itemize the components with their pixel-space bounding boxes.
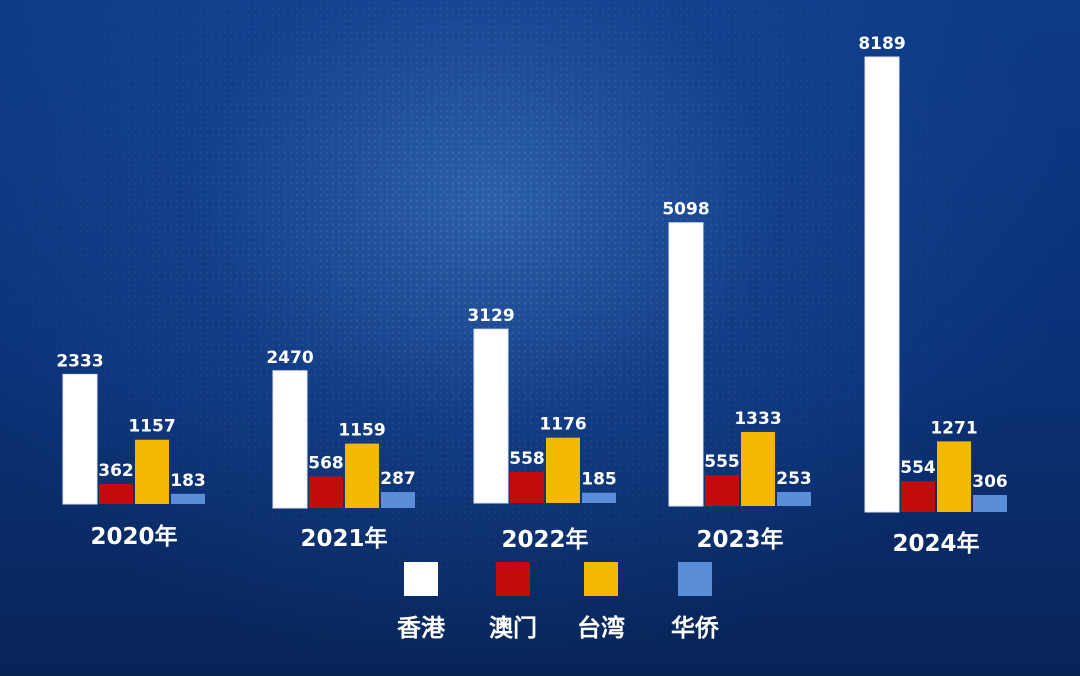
data-label-台湾-2021年: 1159: [338, 421, 385, 441]
bar-澳门-2022年: [510, 471, 544, 503]
data-label-澳门-2023年: 555: [704, 452, 740, 472]
bar-台湾-2022年: [546, 437, 580, 503]
data-label-香港-2020年: 2333: [56, 351, 103, 371]
data-label-台湾-2023年: 1333: [734, 409, 781, 429]
legend-label-台湾: 台湾: [577, 614, 625, 642]
data-label-香港-2021年: 2470: [266, 348, 313, 368]
data-label-香港-2024年: 8189: [858, 34, 905, 54]
bar-香港-2024年: [864, 56, 900, 513]
legend-swatch-台湾: [584, 562, 618, 596]
data-label-华侨-2020年: 183: [170, 471, 206, 491]
bar-华侨-2022年: [582, 492, 616, 503]
legend: 香港 澳门 台湾 华侨: [397, 562, 720, 642]
bar-澳门-2021年: [309, 476, 343, 508]
bar-香港-2020年: [62, 373, 98, 505]
bar-华侨-2020年: [171, 493, 205, 504]
legend-label-澳门: 澳门: [489, 614, 537, 642]
legend-swatch-澳门: [496, 562, 530, 596]
bar-台湾-2023年: [741, 431, 775, 506]
data-label-澳门-2022年: 558: [509, 449, 545, 469]
data-label-澳门-2021年: 568: [308, 453, 344, 473]
legend-swatch-香港: [404, 562, 438, 596]
bar-台湾-2020年: [135, 439, 169, 504]
bar-台湾-2024年: [937, 441, 971, 512]
bar-华侨-2021年: [381, 492, 415, 508]
data-label-香港-2022年: 3129: [467, 306, 514, 326]
bar-香港-2021年: [272, 370, 308, 509]
category-label-2024年: 2024年: [892, 530, 979, 557]
bar-香港-2022年: [473, 328, 509, 504]
category-labels-layer: 2020年 2021年 2022年 2023年 2024年: [90, 523, 979, 557]
legend-label-香港: 香港: [397, 614, 446, 642]
bar-华侨-2024年: [973, 494, 1007, 512]
bar-澳门-2024年: [901, 481, 935, 512]
data-label-澳门-2020年: 362: [98, 461, 134, 481]
data-label-华侨-2021年: 287: [380, 469, 416, 489]
category-label-2022年: 2022年: [501, 526, 588, 553]
bar-澳门-2023年: [705, 475, 739, 506]
bar-台湾-2021年: [345, 443, 379, 508]
data-label-华侨-2023年: 253: [776, 469, 812, 489]
category-label-2023年: 2023年: [696, 526, 783, 553]
data-label-澳门-2024年: 554: [900, 458, 936, 478]
legend-label-华侨: 华侨: [671, 614, 720, 642]
category-label-2021年: 2021年: [300, 525, 387, 552]
bars-layer: [62, 56, 1007, 513]
bar-澳门-2020年: [99, 483, 133, 504]
data-labels-layer: 2333 362 1157 183 2470 568 1159 287 3129 558 1176 1…: [56, 34, 1007, 492]
data-label-台湾-2020年: 1157: [128, 417, 175, 437]
data-label-华侨-2024年: 306: [972, 472, 1008, 492]
category-label-2020年: 2020年: [90, 523, 177, 550]
data-label-台湾-2024年: 1271: [930, 418, 977, 438]
data-label-台湾-2022年: 1176: [539, 415, 586, 435]
data-label-香港-2023年: 5098: [662, 200, 709, 220]
legend-swatch-华侨: [678, 562, 712, 596]
bar-华侨-2023年: [777, 491, 811, 506]
data-label-华侨-2022年: 185: [581, 470, 617, 490]
bar-香港-2023年: [668, 222, 704, 507]
